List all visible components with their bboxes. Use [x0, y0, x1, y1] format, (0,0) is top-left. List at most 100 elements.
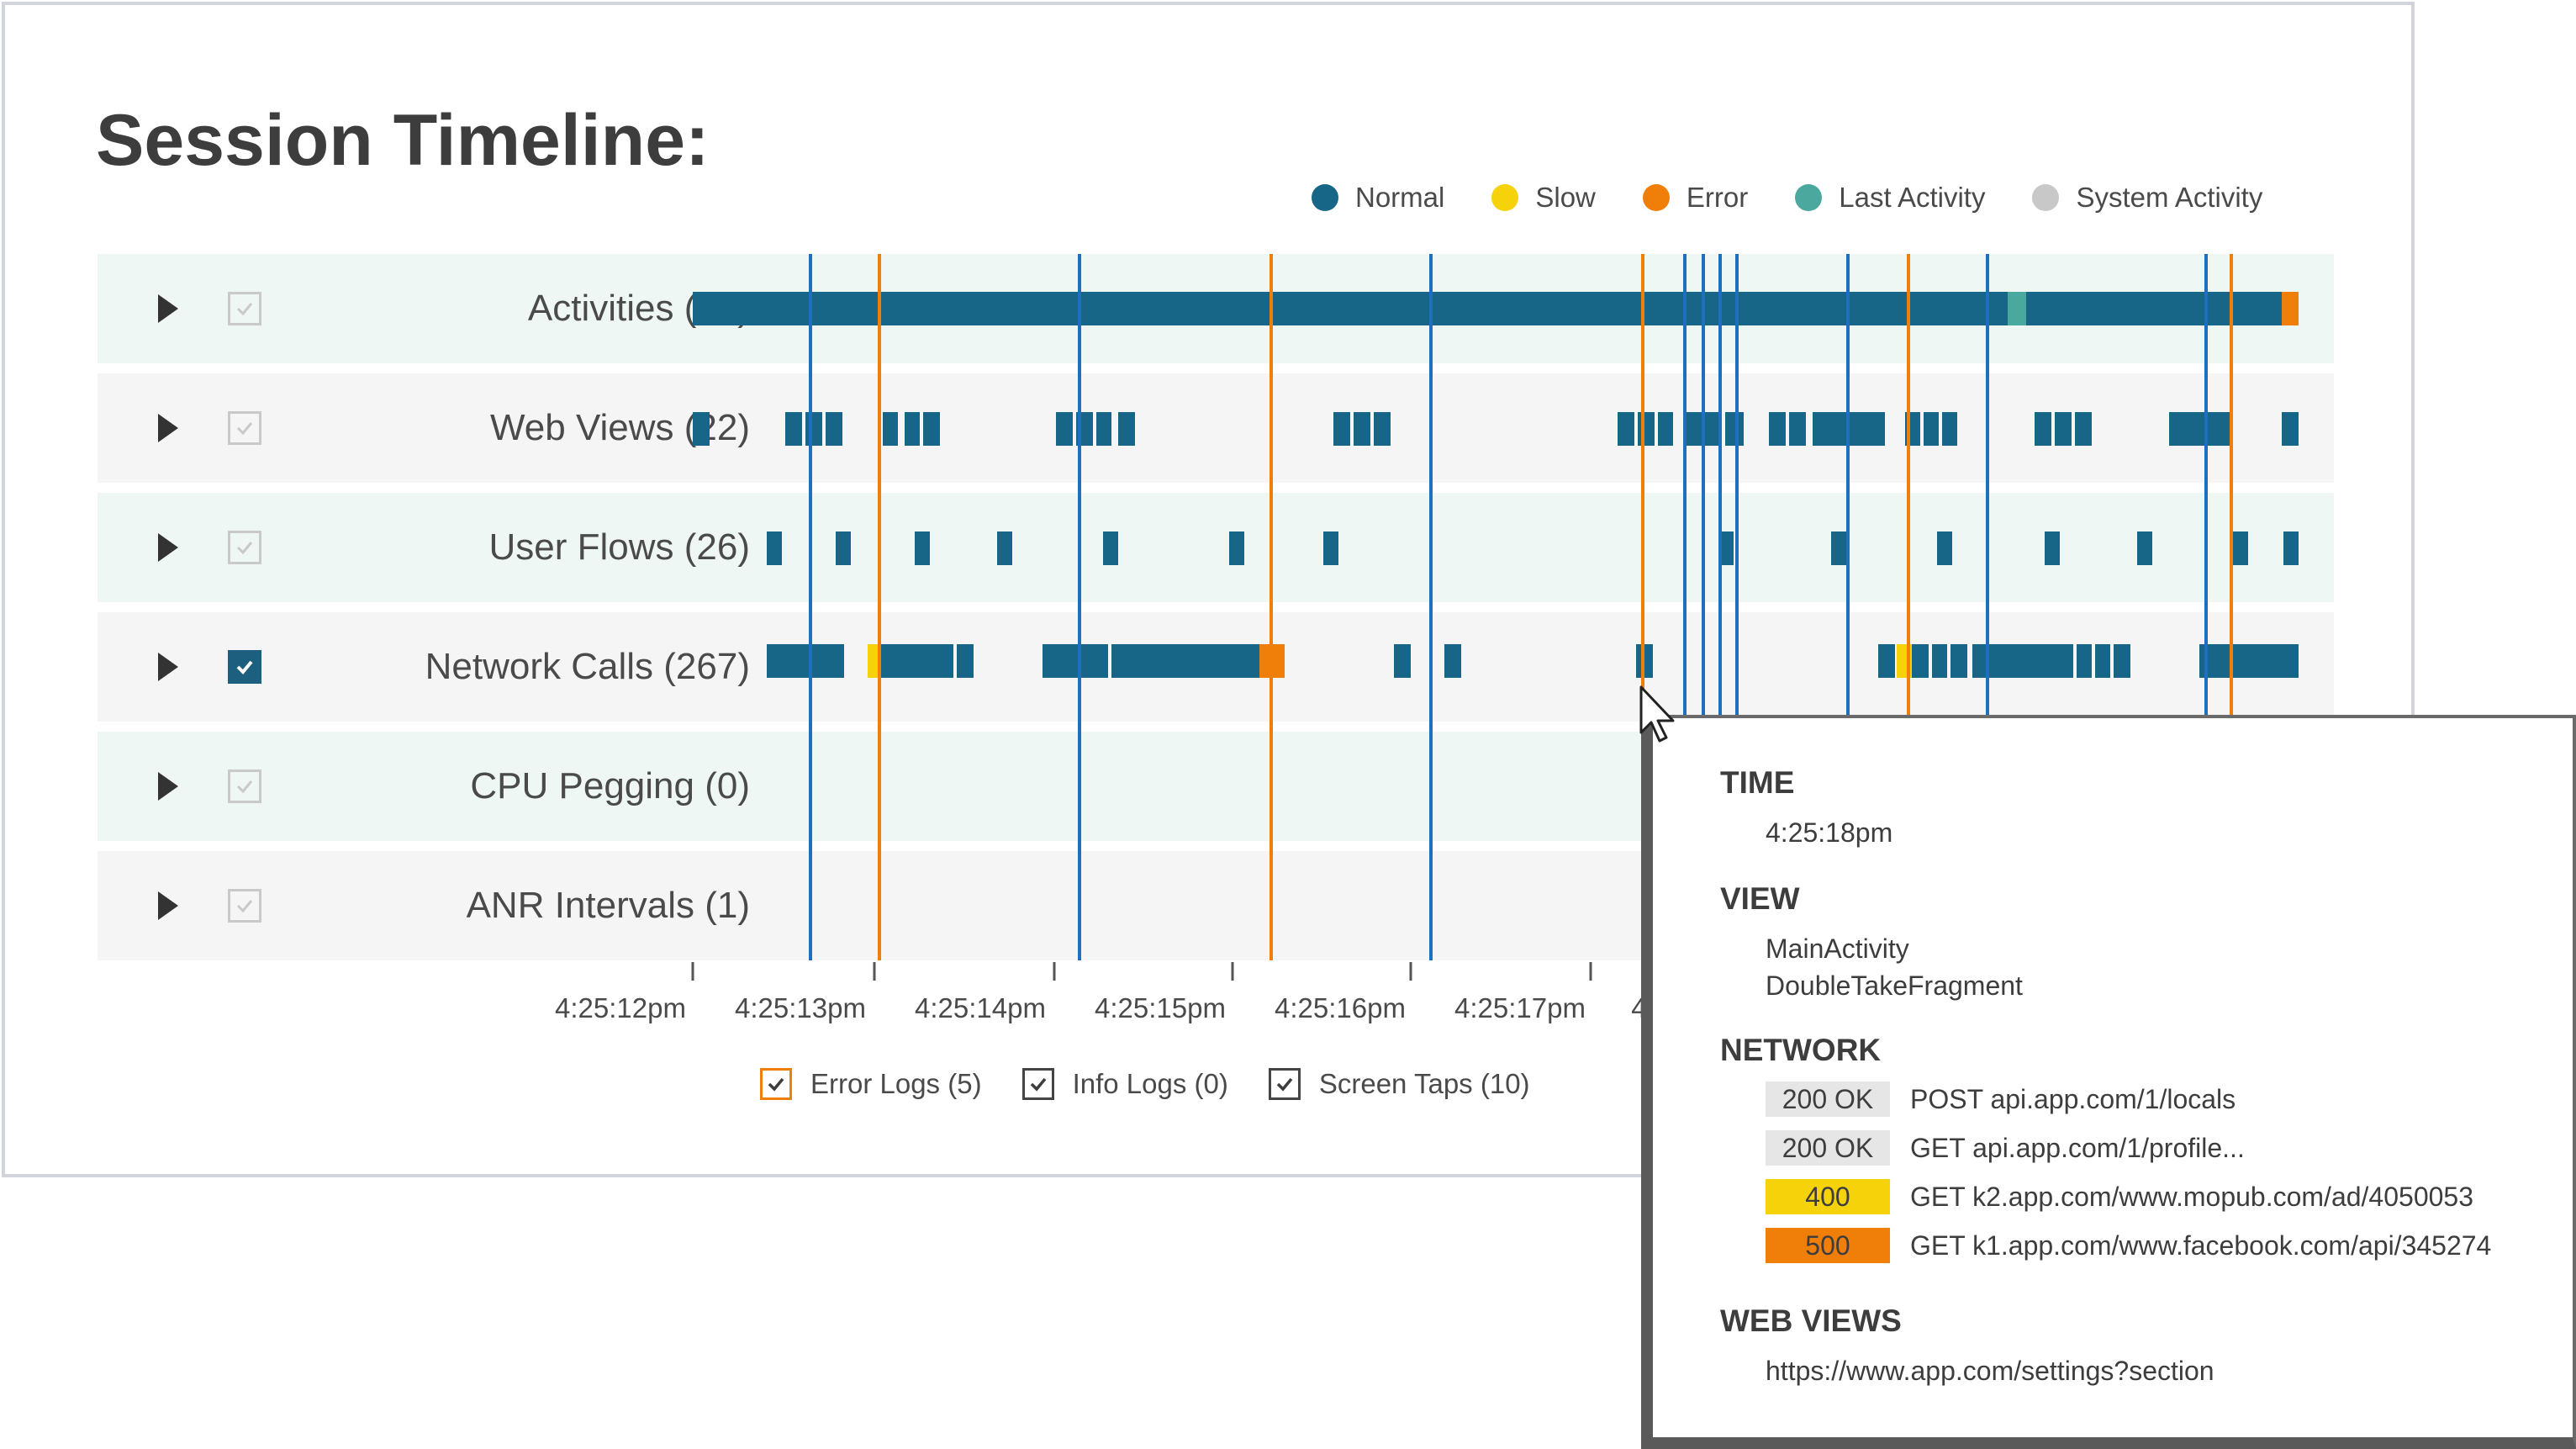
timeline-row-web-views: Web Views (22) [98, 373, 2334, 483]
row-checkbox[interactable] [228, 531, 261, 564]
web-view-bar [1354, 412, 1370, 446]
web-view-bar [1118, 412, 1135, 446]
axis-ticks [691, 962, 1592, 981]
request-url: GET k1.app.com/www.facebook.com/api/3452… [1910, 1230, 2492, 1261]
web-view-bar [883, 412, 898, 446]
legend-normal: Normal [1312, 182, 1444, 214]
legend-normal-dot [1312, 184, 1338, 211]
web-view-bar [1705, 412, 1720, 446]
filter-screen-taps[interactable]: Screen Taps (10) [1268, 1068, 1530, 1100]
legend-error-label: Error [1686, 182, 1749, 213]
event-details-tooltip: TIME 4:25:18pm VIEW MainActivity DoubleT… [1641, 715, 2576, 1449]
expand-arrow-icon[interactable] [158, 294, 178, 323]
activity-error-bar[interactable] [2282, 292, 2299, 325]
network-bar [1950, 644, 1967, 678]
tooltip-network-header: NETWORK [1720, 1033, 1882, 1067]
tooltip-webviews-header: WEB VIEWS [1720, 1304, 1902, 1338]
web-view-bar [2075, 412, 2092, 446]
user-flow-bar [767, 531, 782, 565]
request-url: GET api.app.com/1/profile... [1910, 1132, 2245, 1163]
network-bar [2114, 644, 2130, 678]
activity-bar[interactable] [693, 292, 2008, 325]
web-view-bar [1638, 412, 1655, 446]
user-flow-bar [915, 531, 930, 565]
web-view-bar [2169, 412, 2231, 446]
user-flow-bar [1718, 531, 1734, 565]
tick-label: 4:25:14pm [915, 992, 1046, 1023]
network-bar [1912, 644, 1929, 678]
network-calls-bars [767, 644, 2299, 678]
web-view-bar [1096, 412, 1111, 446]
web-view-bar [1333, 412, 1350, 446]
expand-arrow-icon[interactable] [158, 772, 178, 801]
filter-error-logs[interactable]: Error Logs (5) [760, 1068, 982, 1100]
legend-system-activity-label: System Activity [2076, 182, 2263, 213]
network-request-row: 200 OK POST api.app.com/1/locals [1766, 1081, 2236, 1117]
network-bar [1932, 644, 1947, 678]
web-views-bars [693, 412, 2299, 446]
network-request-row: 500 GET k1.app.com/www.facebook.com/api/… [1766, 1228, 2491, 1263]
tooltip-view-item: DoubleTakeFragment [1766, 970, 2023, 1001]
network-bar [767, 644, 844, 678]
web-view-bar [1056, 412, 1073, 446]
user-flow-bar [2283, 531, 2299, 565]
web-view-bar [905, 412, 920, 446]
web-view-bar [826, 412, 842, 446]
web-view-bar [1942, 412, 1957, 446]
legend-error: Error [1642, 182, 1749, 214]
row-checkbox[interactable] [228, 769, 261, 803]
row-checkbox[interactable] [228, 411, 261, 445]
status-badge: 500 [1766, 1228, 1890, 1263]
web-view-bar [1687, 412, 1702, 446]
expand-arrow-icon[interactable] [158, 414, 178, 442]
checkbox-checked-icon[interactable] [1021, 1068, 1054, 1100]
network-bar [2199, 644, 2299, 678]
activities-bars [693, 292, 2299, 325]
network-bar [1111, 644, 1259, 678]
user-flow-bar [1937, 531, 1952, 565]
legend-system-activity: System Activity [2032, 182, 2262, 214]
page-title: Session Timeline: [96, 100, 710, 181]
checkbox-checked-icon[interactable] [760, 1068, 792, 1100]
checkbox-checked-icon[interactable] [1268, 1068, 1301, 1100]
row-checkbox[interactable] [228, 889, 261, 923]
web-view-bar [2055, 412, 2072, 446]
network-bar [2095, 644, 2110, 678]
user-flow-bar [1229, 531, 1244, 565]
user-flow-bar [1831, 531, 1846, 565]
web-view-bar [2035, 412, 2051, 446]
tick-label: 4:25:12pm [555, 992, 686, 1023]
legend-slow-dot [1491, 184, 1519, 211]
expand-arrow-icon[interactable] [158, 533, 178, 562]
web-view-bar [1789, 412, 1806, 446]
legend-last-activity-label: Last Activity [1839, 182, 1986, 213]
activity-bar[interactable] [2026, 292, 2282, 325]
row-checkbox-checked[interactable] [228, 650, 261, 684]
timeline-markers [809, 254, 2233, 960]
tick-label: 4:25:17pm [1454, 992, 1586, 1023]
user-flow-bar [836, 531, 851, 565]
user-flow-bar [2137, 531, 2152, 565]
legend-last-activity: Last Activity [1795, 182, 1985, 214]
tick-label: 4:25:15pm [1095, 992, 1226, 1023]
expand-arrow-icon[interactable] [158, 891, 178, 920]
row-label: Network Calls (267) [425, 646, 750, 687]
network-bar [1444, 644, 1461, 678]
expand-arrow-icon[interactable] [158, 653, 178, 681]
network-bar [957, 644, 974, 678]
web-view-bar [1374, 412, 1391, 446]
last-activity-bar[interactable] [2008, 292, 2026, 325]
status-badge: 200 OK [1766, 1081, 1890, 1117]
web-view-bar [1658, 412, 1673, 446]
request-url: GET k2.app.com/www.mopub.com/ad/4050053 [1910, 1181, 2473, 1212]
network-request-row: 400 GET k2.app.com/www.mopub.com/ad/4050… [1766, 1179, 2473, 1214]
network-bar [881, 644, 953, 678]
legend-slow: Slow [1491, 182, 1596, 214]
tooltip-webview-url: https://www.app.com/settings?section [1766, 1356, 2214, 1386]
filter-info-logs[interactable]: Info Logs (0) [1021, 1068, 1228, 1100]
row-checkbox[interactable] [228, 292, 261, 325]
legend-system-activity-dot [2032, 184, 2060, 211]
web-view-bar [1618, 412, 1634, 446]
row-label: CPU Pegging (0) [470, 765, 750, 806]
